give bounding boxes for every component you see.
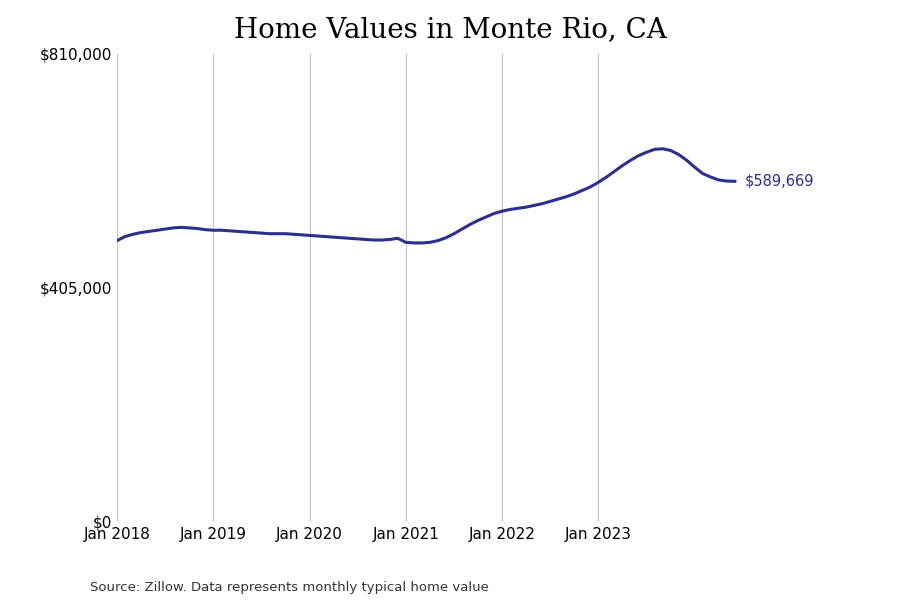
Text: Source: Zillow. Data represents monthly typical home value: Source: Zillow. Data represents monthly … [90, 581, 489, 594]
Title: Home Values in Monte Rio, CA: Home Values in Monte Rio, CA [234, 16, 666, 43]
Text: $589,669: $589,669 [744, 174, 814, 189]
